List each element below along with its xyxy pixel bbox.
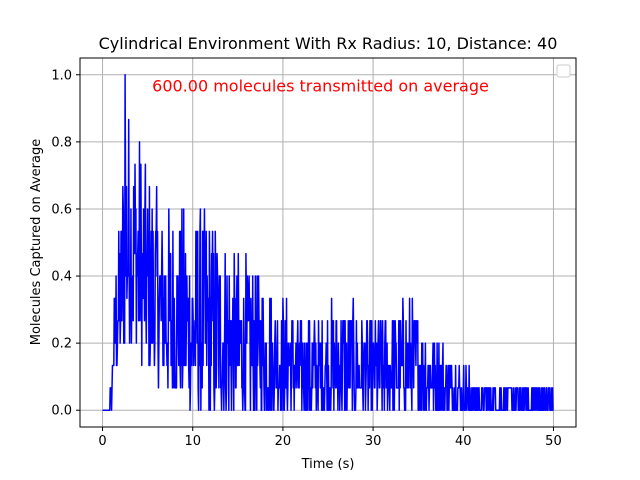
x-tick-label: 30 xyxy=(365,434,382,449)
y-tick-label: 0.2 xyxy=(51,337,72,352)
y-tick-label: 0.0 xyxy=(51,404,72,419)
y-tick-label: 0.4 xyxy=(51,270,72,285)
x-tick-label: 40 xyxy=(455,434,472,449)
x-tick-label: 0 xyxy=(98,434,106,449)
x-tick-label: 10 xyxy=(184,434,201,449)
y-axis-label: Molecules Captured on Average xyxy=(29,139,44,345)
chart-title: Cylindrical Environment With Rx Radius: … xyxy=(99,34,558,53)
annotation-text: 600.00 molecules transmitted on average xyxy=(152,77,489,96)
legend-box xyxy=(556,64,571,78)
y-tick-label: 1.0 xyxy=(51,68,72,83)
plot-frame xyxy=(79,57,577,428)
x-tick-label: 50 xyxy=(545,434,562,449)
x-tick-label: 20 xyxy=(275,434,292,449)
y-tick-label: 0.8 xyxy=(51,135,72,150)
series-line xyxy=(102,74,554,411)
y-tick-label: 0.6 xyxy=(51,202,72,217)
x-axis: 0 10 20 30 40 50 xyxy=(98,427,562,449)
x-axis-label: Time (s) xyxy=(301,457,355,472)
y-axis: 0.0 0.2 0.4 0.6 0.8 1.0 xyxy=(51,68,80,419)
series-group xyxy=(102,74,554,411)
